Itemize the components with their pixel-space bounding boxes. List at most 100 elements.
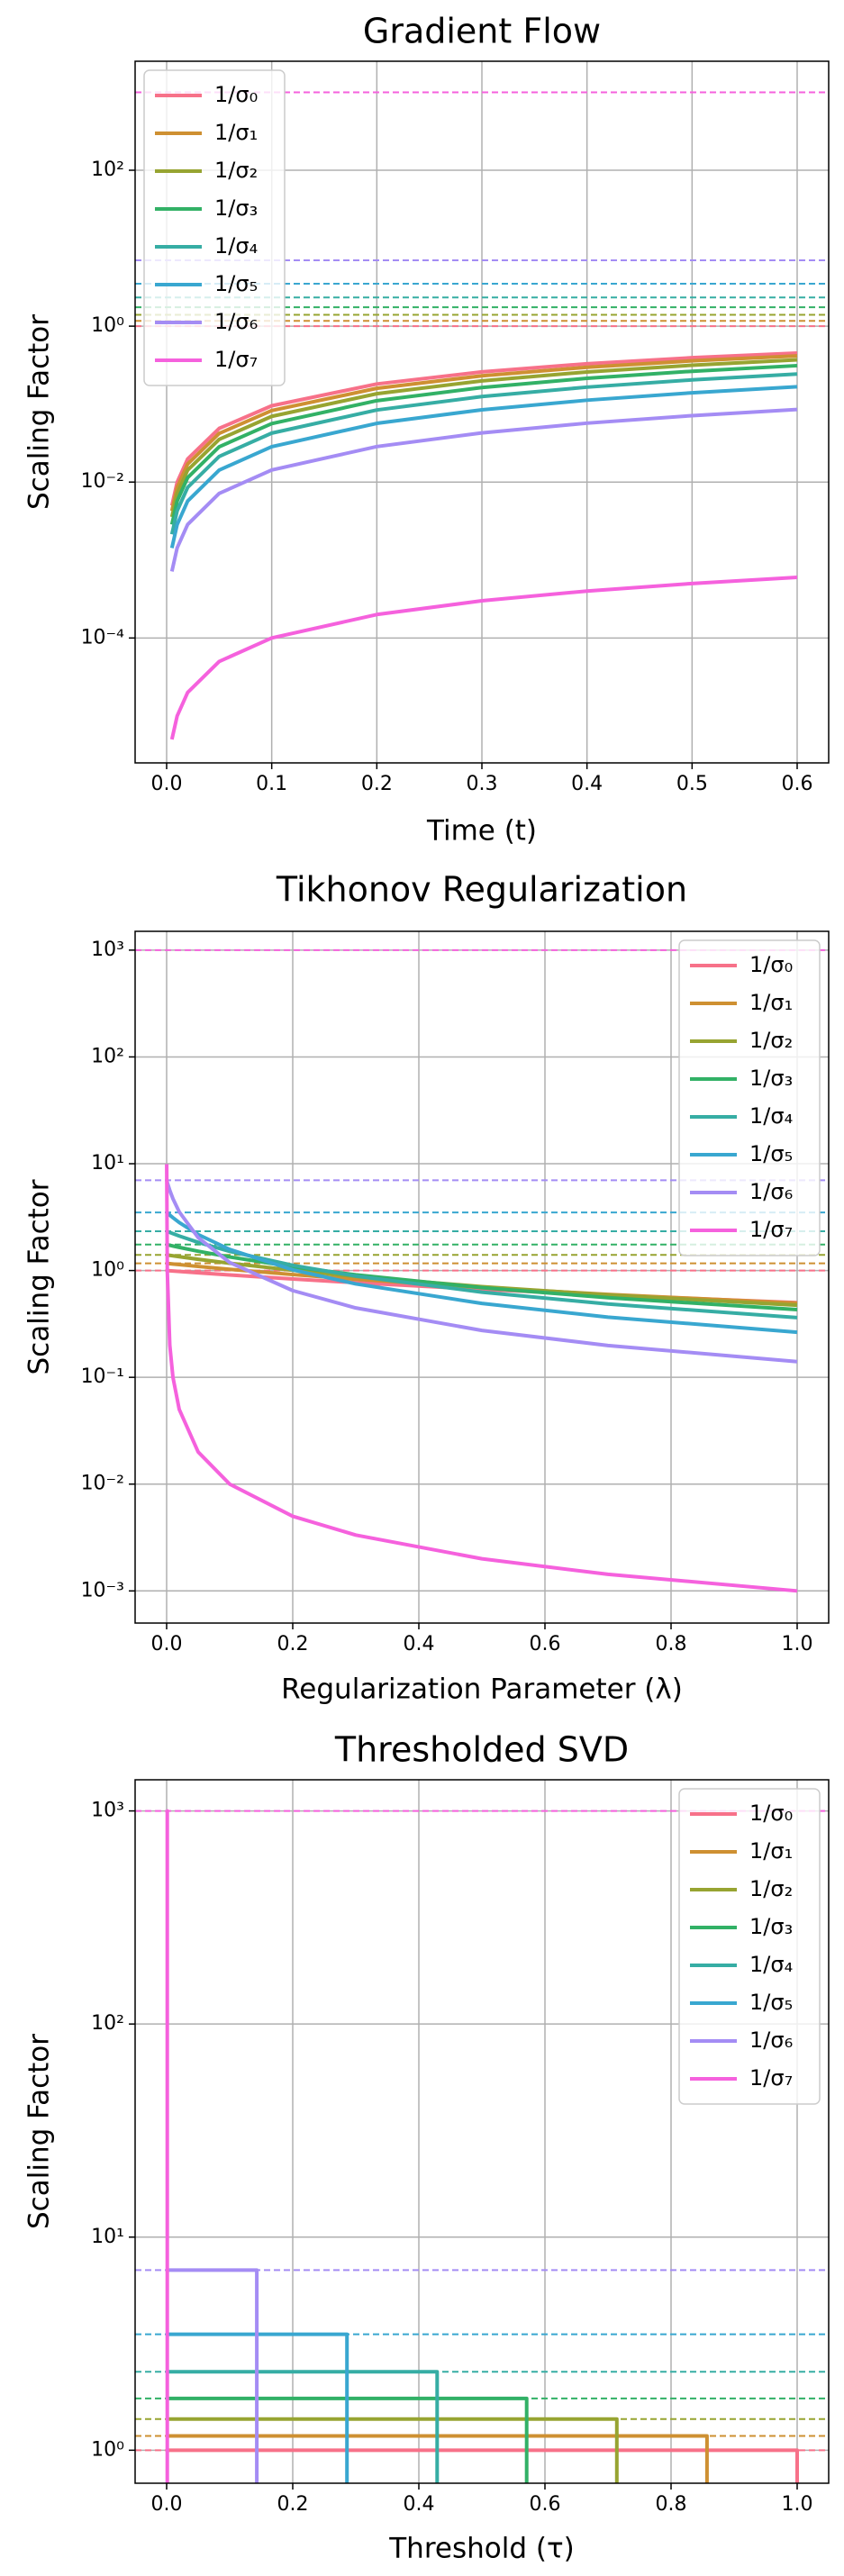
x-axis-label: Threshold (τ) [388,2533,574,2565]
legend: 1/σ₀ 1/σ₁ 1/σ₂ 1/σ₃ 1/σ₄ 1/σ₅ 1/σ₆ 1/σ₇ [678,1788,821,2105]
y-tick-label: 10⁰ [91,314,124,337]
x-tick-label: 0.4 [571,773,603,795]
legend-label: 1/σ₆ [749,1179,793,1204]
plot-lines [135,948,829,1593]
y-tick-label: 10⁻³ [81,1579,124,1601]
x-tick-label: 0.1 [256,773,287,795]
y-tick-label: 10² [91,2012,124,2035]
legend-label: 1/σ₆ [749,2027,793,2053]
series-line [167,2268,259,2483]
legend-label: 1/σ₂ [749,1876,793,1901]
x-tick-label: 1.0 [782,2493,813,2516]
series-line [167,2396,529,2483]
axes-frame [134,60,830,764]
plot-lines [135,1809,829,2483]
legend-label: 1/σ₀ [749,952,793,977]
x-tick-label: 1.0 [782,1633,813,1655]
series-line [169,358,798,518]
series-line [165,1211,798,1335]
legend-label: 1/σ₁ [749,990,793,1015]
legend-label: 1/σ₅ [749,1990,793,2015]
x-tick-label: 0.6 [530,1633,561,1655]
legend-box [678,1788,821,2105]
y-tick-label: 10⁻² [81,1473,124,1495]
series-line [167,2448,799,2483]
y-tick-label: 10¹ [91,2226,124,2248]
legend-label: 1/σ₁ [214,120,258,145]
series-line [165,1164,798,1593]
y-tick-label: 10⁰ [91,2438,124,2461]
series-line [165,1242,798,1311]
y-tick-label: 10³ [91,939,124,961]
y-tick-label: 10⁰ [91,1259,124,1282]
x-tick-label: 0.4 [404,1633,435,1655]
legend-label: 1/σ₂ [749,1028,793,1053]
y-axis-label: Scaling Factor [23,2034,56,2229]
x-tick-label: 0.6 [530,2493,561,2516]
series-line [165,1229,798,1320]
series-line [169,354,798,512]
x-tick-label: 0.2 [277,1633,309,1655]
legend-label: 1/σ₄ [749,1952,793,1977]
legend-label: 1/σ₁ [749,1838,793,1864]
series-line [169,407,798,572]
x-tick-label: 0.0 [151,773,183,795]
legend-label: 1/σ₂ [214,158,258,183]
series-line [165,1809,169,2483]
x-tick-label: 0.6 [782,773,813,795]
legend-label: 1/σ₅ [214,271,258,296]
legend: 1/σ₀ 1/σ₁ 1/σ₂ 1/σ₃ 1/σ₄ 1/σ₅ 1/σ₆ 1/σ₇ [678,939,821,1256]
legend-label: 1/σ₀ [749,1800,793,1826]
legend-label: 1/σ₃ [214,195,258,221]
legend-label: 1/σ₇ [214,347,258,372]
y-tick-label: 10³ [91,1800,124,1822]
y-tick-label: 10¹ [91,1152,124,1175]
legend-box [678,939,821,1256]
y-axis-label: Scaling Factor [23,314,56,510]
y-tick-label: 10² [91,159,124,181]
chart-title: Tikhonov Regularization [276,870,687,910]
x-tick-label: 0.4 [404,2493,435,2516]
legend: 1/σ₀ 1/σ₁ 1/σ₂ 1/σ₃ 1/σ₄ 1/σ₅ 1/σ₆ 1/σ₇ [143,69,286,386]
x-tick-label: 0.5 [676,773,708,795]
x-tick-label: 0.8 [656,1633,687,1655]
chart-title: Gradient Flow [363,12,601,51]
legend-box [143,69,286,386]
x-tick-label: 0.0 [151,2493,183,2516]
y-tick-label: 10² [91,1045,124,1067]
plot-lines [135,91,829,740]
series-line [167,2417,619,2483]
x-axis-label: Regularization Parameter (λ) [281,1673,683,1706]
series-line [169,575,798,740]
legend-label: 1/σ₇ [749,1217,793,1242]
y-tick-label: 10⁻¹ [81,1365,124,1388]
chart-title: Thresholded SVD [334,1730,629,1770]
x-tick-label: 0.2 [361,773,393,795]
x-tick-label: 0.0 [151,1633,183,1655]
x-tick-label: 0.3 [467,773,498,795]
x-axis-label: Time (t) [426,815,537,848]
y-tick-label: 10⁻² [81,470,124,493]
x-tick-label: 0.8 [656,2493,687,2516]
series-line [169,351,798,506]
y-tick-label: 10⁻⁴ [81,626,125,649]
axes-frame [134,1779,830,2484]
legend-label: 1/σ₀ [214,82,258,107]
axes-frame [134,930,830,1624]
legend-label: 1/σ₆ [214,309,258,334]
legend-label: 1/σ₄ [214,233,258,259]
legend-label: 1/σ₄ [749,1103,793,1129]
legend-label: 1/σ₅ [749,1141,793,1166]
y-axis-label: Scaling Factor [23,1179,56,1374]
series-line [165,1180,798,1364]
legend-label: 1/σ₇ [749,2065,793,2091]
legend-label: 1/σ₃ [749,1914,793,1939]
series-line [169,363,798,525]
legend-label: 1/σ₃ [749,1066,793,1091]
series-line [169,385,798,549]
x-tick-label: 0.2 [277,2493,309,2516]
series-line [169,372,798,535]
series-line [167,2332,349,2483]
